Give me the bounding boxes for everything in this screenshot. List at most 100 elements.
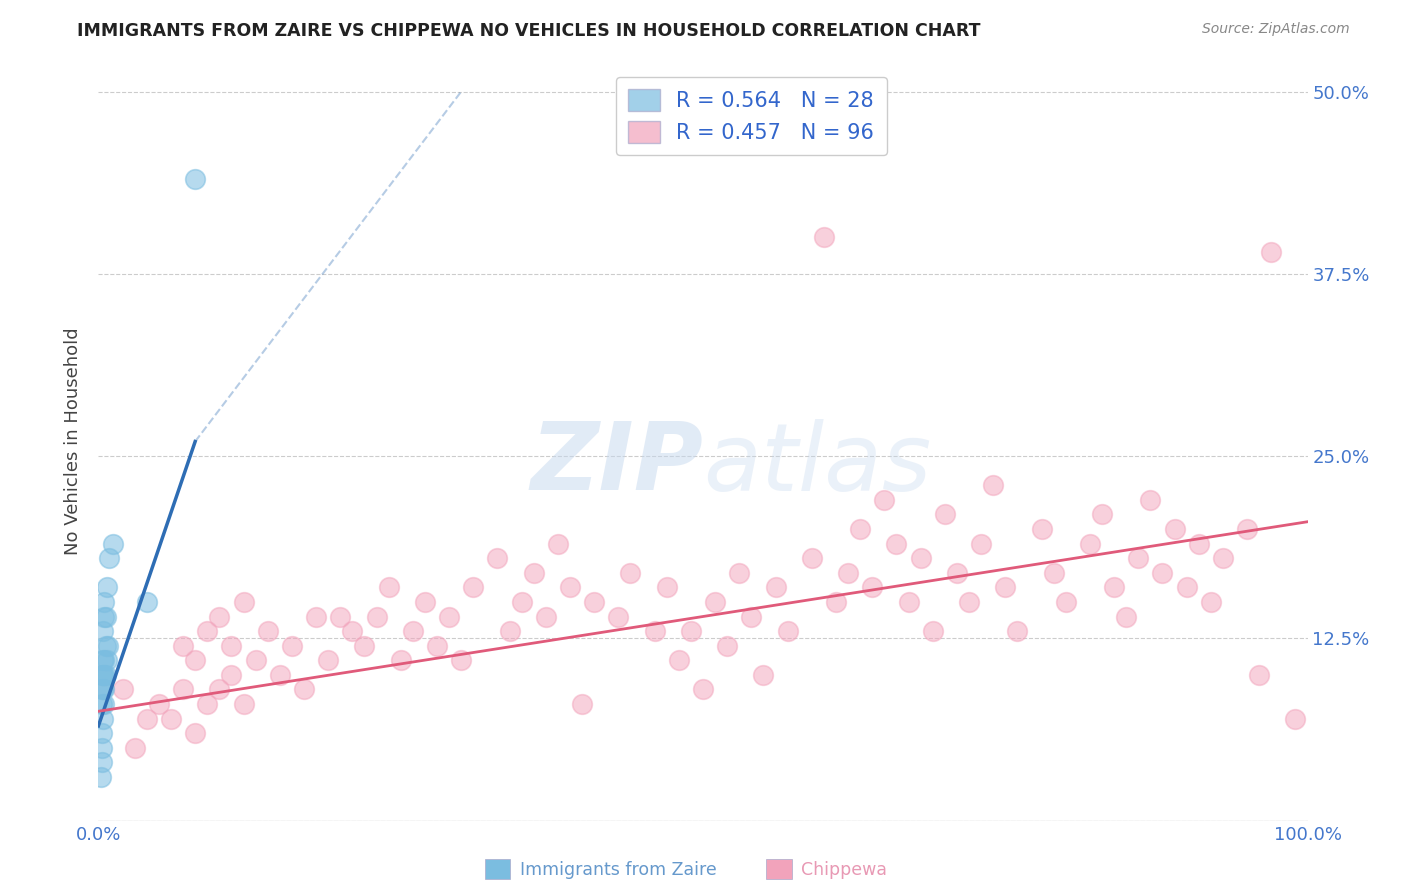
Point bbox=[825, 595, 848, 609]
Point bbox=[221, 668, 243, 682]
Point bbox=[91, 653, 114, 667]
Point bbox=[534, 609, 557, 624]
Point bbox=[91, 668, 114, 682]
Point bbox=[800, 551, 823, 566]
Point bbox=[94, 639, 117, 653]
Point bbox=[91, 740, 114, 755]
Text: Immigrants from Zaire: Immigrants from Zaire bbox=[520, 861, 717, 879]
Text: atlas: atlas bbox=[703, 418, 931, 510]
Point bbox=[776, 624, 799, 639]
Point bbox=[910, 551, 932, 566]
Point bbox=[1115, 609, 1137, 624]
Point bbox=[1139, 492, 1161, 507]
Point bbox=[523, 566, 546, 580]
Point bbox=[91, 668, 114, 682]
Point bbox=[232, 595, 254, 609]
Point bbox=[644, 624, 666, 639]
Point bbox=[245, 653, 267, 667]
Point bbox=[837, 566, 859, 580]
Point bbox=[232, 697, 254, 711]
Point bbox=[1212, 551, 1234, 566]
Point bbox=[353, 639, 375, 653]
Point bbox=[981, 478, 1004, 492]
Point bbox=[1128, 551, 1150, 566]
Point bbox=[292, 682, 315, 697]
Point bbox=[135, 712, 157, 726]
Point bbox=[510, 595, 533, 609]
Point bbox=[377, 580, 399, 594]
Point bbox=[994, 580, 1017, 594]
Point bbox=[498, 624, 520, 639]
Text: Chippewa: Chippewa bbox=[801, 861, 887, 879]
Point bbox=[184, 653, 207, 667]
Point bbox=[94, 609, 117, 624]
Point bbox=[704, 595, 727, 609]
Point bbox=[93, 682, 115, 697]
Point bbox=[256, 624, 278, 639]
Point bbox=[450, 653, 472, 667]
Point bbox=[221, 639, 243, 653]
Point bbox=[1031, 522, 1053, 536]
Point bbox=[366, 609, 388, 624]
Point bbox=[160, 712, 183, 726]
Point bbox=[389, 653, 412, 667]
Point bbox=[957, 595, 980, 609]
Point bbox=[897, 595, 920, 609]
Point bbox=[91, 624, 114, 639]
Point bbox=[98, 551, 121, 566]
Point bbox=[402, 624, 425, 639]
Point bbox=[558, 580, 581, 594]
Point bbox=[101, 536, 124, 550]
Point bbox=[184, 172, 207, 186]
Point bbox=[463, 580, 485, 594]
Point bbox=[342, 624, 364, 639]
Point bbox=[172, 682, 194, 697]
Point bbox=[921, 624, 943, 639]
Point bbox=[94, 668, 117, 682]
Point bbox=[583, 595, 606, 609]
Point bbox=[813, 230, 835, 244]
Point bbox=[195, 697, 218, 711]
Point bbox=[208, 682, 231, 697]
Point bbox=[1236, 522, 1258, 536]
Point bbox=[93, 653, 115, 667]
Point bbox=[91, 712, 114, 726]
Point bbox=[934, 508, 956, 522]
Point bbox=[1199, 595, 1222, 609]
Point bbox=[91, 756, 114, 770]
Point bbox=[970, 536, 993, 550]
Point bbox=[135, 595, 157, 609]
Point bbox=[1284, 712, 1306, 726]
Point bbox=[93, 595, 115, 609]
Point bbox=[90, 770, 112, 784]
Point bbox=[305, 609, 328, 624]
Point bbox=[1054, 595, 1077, 609]
Point bbox=[91, 697, 114, 711]
Point bbox=[93, 609, 115, 624]
Point bbox=[692, 682, 714, 697]
Point bbox=[1260, 244, 1282, 259]
Point bbox=[740, 609, 762, 624]
Point bbox=[607, 609, 630, 624]
Point bbox=[437, 609, 460, 624]
Point bbox=[208, 609, 231, 624]
Point bbox=[96, 580, 118, 594]
Point bbox=[728, 566, 751, 580]
Point bbox=[1163, 522, 1185, 536]
Legend: R = 0.564   N = 28, R = 0.457   N = 96: R = 0.564 N = 28, R = 0.457 N = 96 bbox=[616, 77, 887, 155]
Point bbox=[486, 551, 509, 566]
Point bbox=[316, 653, 339, 667]
Point bbox=[1249, 668, 1271, 682]
Point bbox=[716, 639, 738, 653]
Point bbox=[148, 697, 170, 711]
Text: ZIP: ZIP bbox=[530, 418, 703, 510]
Point bbox=[886, 536, 908, 550]
Point bbox=[91, 682, 114, 697]
Point bbox=[172, 639, 194, 653]
Point bbox=[91, 726, 114, 740]
Point bbox=[195, 624, 218, 639]
Y-axis label: No Vehicles in Household: No Vehicles in Household bbox=[65, 327, 83, 556]
Point bbox=[1188, 536, 1211, 550]
Point bbox=[1007, 624, 1029, 639]
Point bbox=[96, 653, 118, 667]
